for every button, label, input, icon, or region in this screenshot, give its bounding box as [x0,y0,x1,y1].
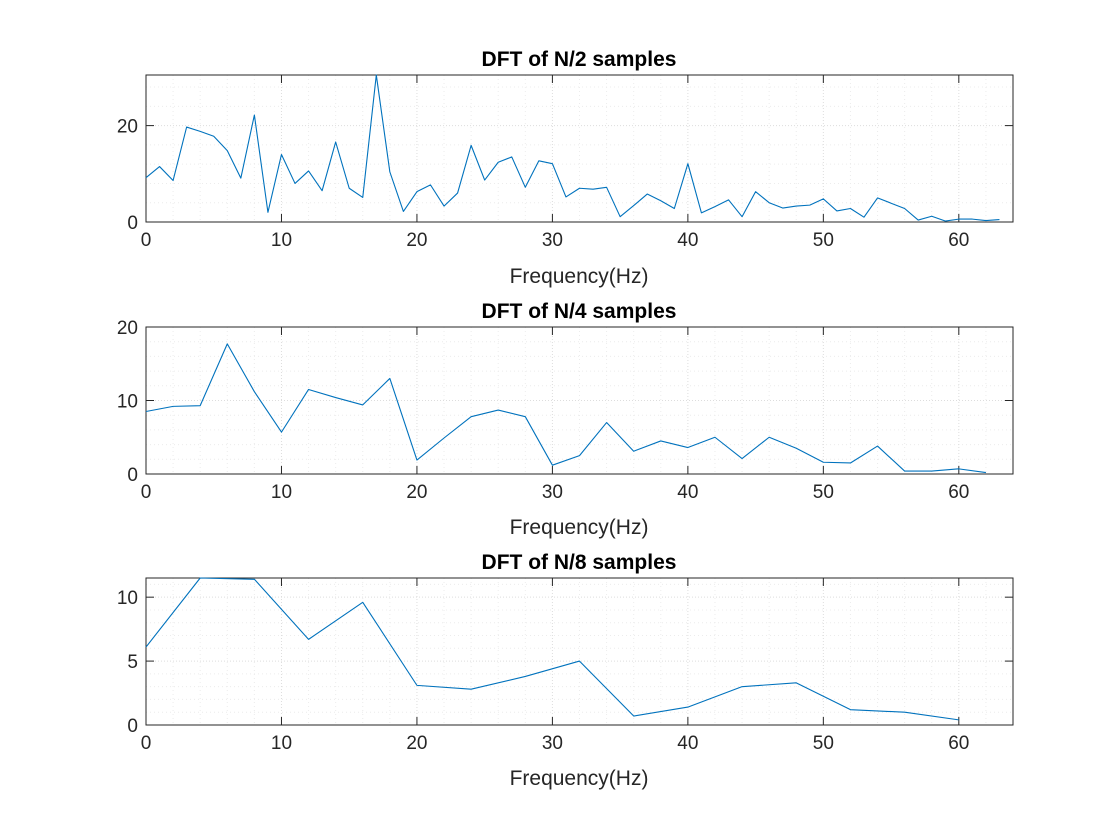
y-tick-label: 20 [117,117,138,138]
subplot-2: DFT of N/4 samples 0 10 20 30 40 50 60 0 10 20 Fr… [117,300,1014,539]
subplot-2-xlabel: Frequency(Hz) [510,516,649,539]
x-tick-label: 10 [271,733,292,754]
subplot-2-axes-box [145,326,1014,475]
x-tick-label: 0 [141,230,152,251]
x-tick-label: 60 [948,733,969,754]
subplot-1: DFT of N/2 samples 0 10 20 30 40 50 60 0 20 Freq… [117,48,1014,288]
subplot-1-axes-box [145,74,1014,223]
subplot-3-title: DFT of N/8 samples [482,551,677,574]
x-tick-label: 20 [406,733,427,754]
subplot-3-xlabel: Frequency(Hz) [510,767,649,790]
y-tick-label: 0 [127,465,138,486]
subplot-3: DFT of N/8 samples 0 10 20 30 40 50 60 0 5 10 Fre… [117,551,1014,790]
x-tick-label: 30 [542,230,563,251]
subplot-3-axes-box [145,577,1014,726]
y-tick-label: 5 [127,652,138,673]
x-tick-label: 10 [271,230,292,251]
subplot-2-axes: 0 10 20 30 40 50 60 0 10 20 [117,318,1014,503]
subplot-1-axes: 0 10 20 30 40 50 60 0 20 [117,74,1014,251]
subplot-2-series-line [145,343,986,474]
subplot-1-series-line [145,74,1000,222]
x-tick-label: 10 [271,482,292,503]
subplot-3-grid [145,577,1014,726]
subplot-1-xlabel: Frequency(Hz) [510,265,649,288]
subplot-2-title: DFT of N/4 samples [482,300,677,323]
x-tick-label: 50 [813,482,834,503]
y-tick-label: 10 [117,588,138,609]
subplot-3-series [145,577,959,721]
x-tick-label: 30 [542,482,563,503]
y-tick-label: 20 [117,318,138,339]
x-tick-label: 40 [677,733,698,754]
x-tick-label: 60 [948,230,969,251]
subplot-3-axes: 0 10 20 30 40 50 60 0 5 10 [117,577,1014,754]
x-tick-label: 40 [677,230,698,251]
subplot-1-series [145,74,1000,222]
y-tick-label: 10 [117,392,138,413]
x-tick-label: 50 [813,230,834,251]
subplot-2-series [145,343,986,474]
y-tick-label: 0 [127,213,138,234]
x-tick-label: 20 [406,482,427,503]
x-tick-label: 50 [813,733,834,754]
subplot-2-grid [145,326,1014,475]
x-tick-label: 40 [677,482,698,503]
x-tick-label: 60 [948,482,969,503]
x-tick-label: 20 [406,230,427,251]
y-tick-label: 0 [127,716,138,737]
x-tick-label: 0 [141,482,152,503]
x-tick-label: 0 [141,733,152,754]
subplot-1-title: DFT of N/2 samples [482,48,677,71]
subplot-3-series-line [145,577,959,721]
x-tick-label: 30 [542,733,563,754]
